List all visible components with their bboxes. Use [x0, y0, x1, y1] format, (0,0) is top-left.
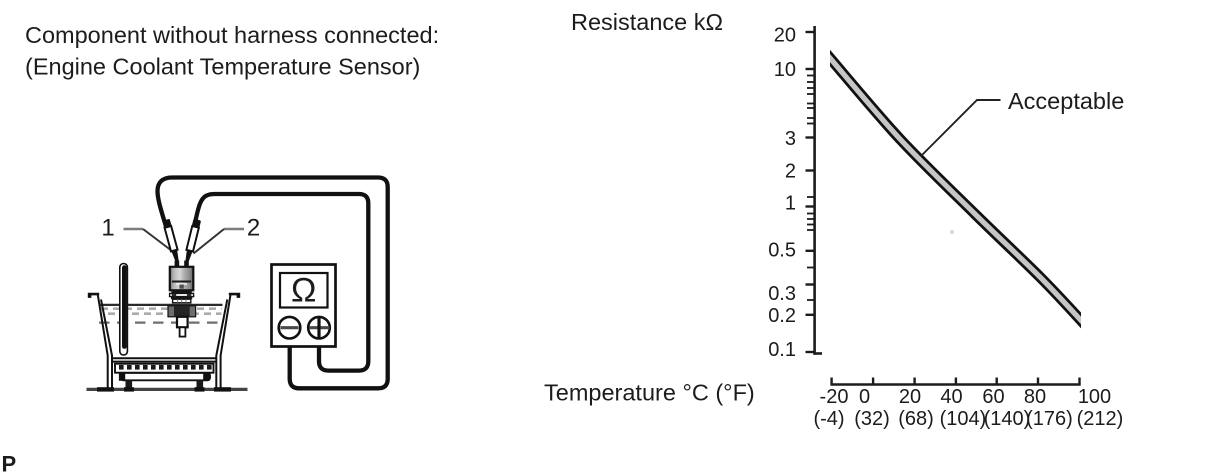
svg-text:Component without harness conn: Component without harness connected:: [25, 22, 439, 48]
svg-text:40: 40: [940, 386, 962, 408]
svg-text:20: 20: [899, 386, 921, 408]
svg-text:0: 0: [859, 386, 870, 408]
svg-text:0.3: 0.3: [768, 283, 796, 305]
svg-text:(68): (68): [898, 408, 934, 430]
svg-text:10: 10: [774, 59, 796, 81]
svg-text:0.2: 0.2: [768, 305, 796, 327]
svg-text:(-4): (-4): [813, 408, 844, 430]
svg-text:Temperature °C (°F): Temperature °C (°F): [544, 380, 755, 406]
svg-text:1: 1: [785, 193, 796, 215]
svg-text:0.5: 0.5: [768, 239, 796, 261]
svg-text:1: 1: [101, 215, 114, 242]
svg-text:100: 100: [1078, 386, 1111, 408]
svg-text:(212): (212): [1077, 408, 1124, 430]
svg-text:(104): (104): [940, 408, 987, 430]
svg-text:P: P: [2, 452, 17, 474]
svg-text:(32): (32): [854, 408, 890, 430]
svg-text:0.1: 0.1: [768, 339, 796, 361]
svg-text:80: 80: [1024, 386, 1046, 408]
svg-text:2: 2: [247, 215, 260, 242]
svg-text:3: 3: [785, 128, 796, 150]
svg-text:Acceptable: Acceptable: [1008, 88, 1124, 114]
svg-text:2: 2: [785, 161, 796, 183]
svg-text:(176): (176): [1026, 408, 1073, 430]
svg-text:Resistance kΩ: Resistance kΩ: [571, 9, 723, 35]
svg-text:20: 20: [774, 25, 796, 47]
svg-text:-20: -20: [820, 386, 849, 408]
svg-text:(Engine Coolant Temperature Se: (Engine Coolant Temperature Sensor): [25, 54, 420, 80]
svg-text:60: 60: [982, 386, 1004, 408]
svg-text:Ω: Ω: [291, 272, 316, 310]
svg-text:(140): (140): [984, 408, 1031, 430]
